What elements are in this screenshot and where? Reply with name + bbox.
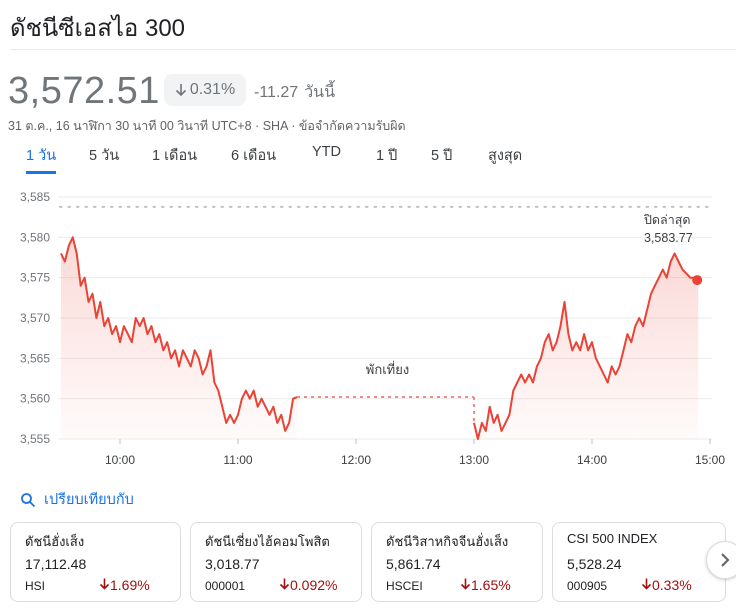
range-tabs: 1 วัน 5 วัน 1 เดือน 6 เดือน YTD 1 ปี 5 ป…: [0, 144, 560, 174]
x-tick-label: 11:00: [223, 453, 252, 467]
quote-meta: 31 ต.ค., 16 นาฬิกา 30 นาที 00 วินาที UTC…: [8, 116, 406, 136]
x-tick-label: 14:00: [577, 453, 607, 467]
compare-link[interactable]: เปรียบเทียบกับ: [20, 488, 134, 511]
x-tick-label: 10:00: [105, 453, 135, 467]
afternoon-price-line: [473, 252, 699, 440]
lunch-break-label: พักเที่ยง: [366, 361, 409, 377]
chevron-right-icon: [721, 553, 730, 567]
card-price: 5,861.74: [386, 556, 441, 572]
card-price: 3,018.77: [205, 556, 260, 572]
change-absolute: -11.27 วันนี้: [254, 80, 335, 105]
card-name: ดัชนีฮั่งเส็ง: [25, 534, 85, 549]
card-change: 1.65%: [460, 577, 511, 593]
x-tick-label: 12:00: [341, 453, 371, 467]
next-cards-button[interactable]: [706, 541, 736, 579]
card-name: ดัชนีวิสาหกิจจีนฮั่งเส็ง: [386, 534, 509, 549]
arrow-down-icon: [99, 578, 110, 590]
y-tick-label: 3,585: [20, 190, 50, 204]
compare-card-csi500[interactable]: CSI 500 INDEX 5,528.24 000905 0.33%: [552, 522, 726, 602]
compare-label: เปรียบเทียบกับ: [44, 492, 134, 508]
compare-card-hsi[interactable]: ดัชนีฮั่งเส็ง 17,112.48 HSI 1.69%: [10, 522, 181, 602]
meta-separator: ·: [255, 119, 260, 133]
header-divider: [10, 49, 736, 50]
arrow-down-icon: [175, 84, 186, 97]
y-tick-label: 3,570: [20, 311, 50, 325]
card-price: 5,528.24: [567, 556, 622, 572]
y-tick-label: 3,560: [20, 392, 50, 406]
card-symbol: HSI: [25, 579, 46, 593]
compare-card-hscei[interactable]: ดัชนีวิสาหกิจจีนฮั่งเส็ง 5,861.74 HSCEI …: [371, 522, 543, 602]
change-absolute-value: -11.27: [254, 84, 299, 101]
card-change-value: 1.65%: [471, 577, 511, 593]
page-title: ดัชนีซีเอสไอ 300: [10, 15, 186, 42]
morning-price-line: [60, 236, 298, 432]
card-name: ดัชนีเซี่ยงไฮ้คอมโพสิต: [205, 534, 330, 549]
card-symbol: 000001: [205, 579, 246, 593]
card-change: 1.69%: [99, 577, 150, 593]
card-symbol: 000905: [567, 579, 608, 593]
y-tick-label: 3,575: [20, 271, 50, 285]
search-icon: [21, 492, 36, 507]
morning-area: [61, 237, 297, 439]
card-change: 0.33%: [641, 577, 692, 593]
quote-exchange: SHA: [262, 119, 288, 133]
card-change: 0.092%: [279, 577, 337, 593]
y-tick-label: 3,555: [20, 432, 50, 446]
meta-separator: ·: [291, 119, 296, 133]
arrow-down-icon: [641, 578, 652, 590]
tab-5d[interactable]: 5 วัน: [89, 148, 120, 164]
arrow-down-icon: [279, 578, 290, 590]
compare-card-shcomp[interactable]: ดัชนีเซี่ยงไฮ้คอมโพสิต 3,018.77 000001 0…: [190, 522, 362, 602]
disclaimer-link[interactable]: ข้อจำกัดความรับผิด: [298, 119, 406, 133]
tab-max[interactable]: สูงสุด: [488, 148, 523, 164]
x-tick-label: 15:00: [695, 453, 725, 467]
card-price: 17,112.48: [25, 556, 87, 572]
tab-ytd[interactable]: YTD: [312, 144, 341, 160]
card-symbol: HSCEI: [386, 579, 423, 593]
tab-5y[interactable]: 5 ปี: [431, 148, 453, 164]
prev-close-value: 3,583.77: [644, 231, 693, 245]
card-change-value: 0.092%: [290, 577, 338, 593]
change-period: วันนี้: [304, 84, 336, 101]
tab-1m[interactable]: 1 เดือน: [152, 148, 198, 164]
y-tick-label: 3,580: [20, 230, 50, 244]
tab-1y[interactable]: 1 ปี: [376, 148, 398, 164]
quote-timestamp: 31 ต.ค., 16 นาฬิกา 30 นาที 00 วินาที UTC…: [8, 119, 252, 133]
tab-6m[interactable]: 6 เดือน: [231, 148, 277, 164]
card-change-value: 0.33%: [652, 577, 692, 593]
change-percent: 0.31%: [189, 81, 236, 98]
card-change-value: 1.69%: [110, 577, 150, 593]
tab-1d[interactable]: 1 วัน: [26, 144, 57, 174]
arrow-down-icon: [460, 578, 471, 590]
card-name: CSI 500 INDEX: [567, 531, 658, 546]
y-tick-label: 3,565: [20, 351, 50, 365]
last-price-dot: [692, 275, 703, 286]
price-chart[interactable]: 3,585 3,580 3,575 3,570 3,565 3,560 3,555 10:00…: [0, 180, 736, 470]
x-tick-label: 13:00: [459, 453, 489, 467]
prev-close-label: ปิดล่าสุด: [644, 213, 691, 228]
change-percent-badge: 0.31%: [164, 74, 246, 106]
current-price: 3,572.51: [8, 70, 160, 112]
